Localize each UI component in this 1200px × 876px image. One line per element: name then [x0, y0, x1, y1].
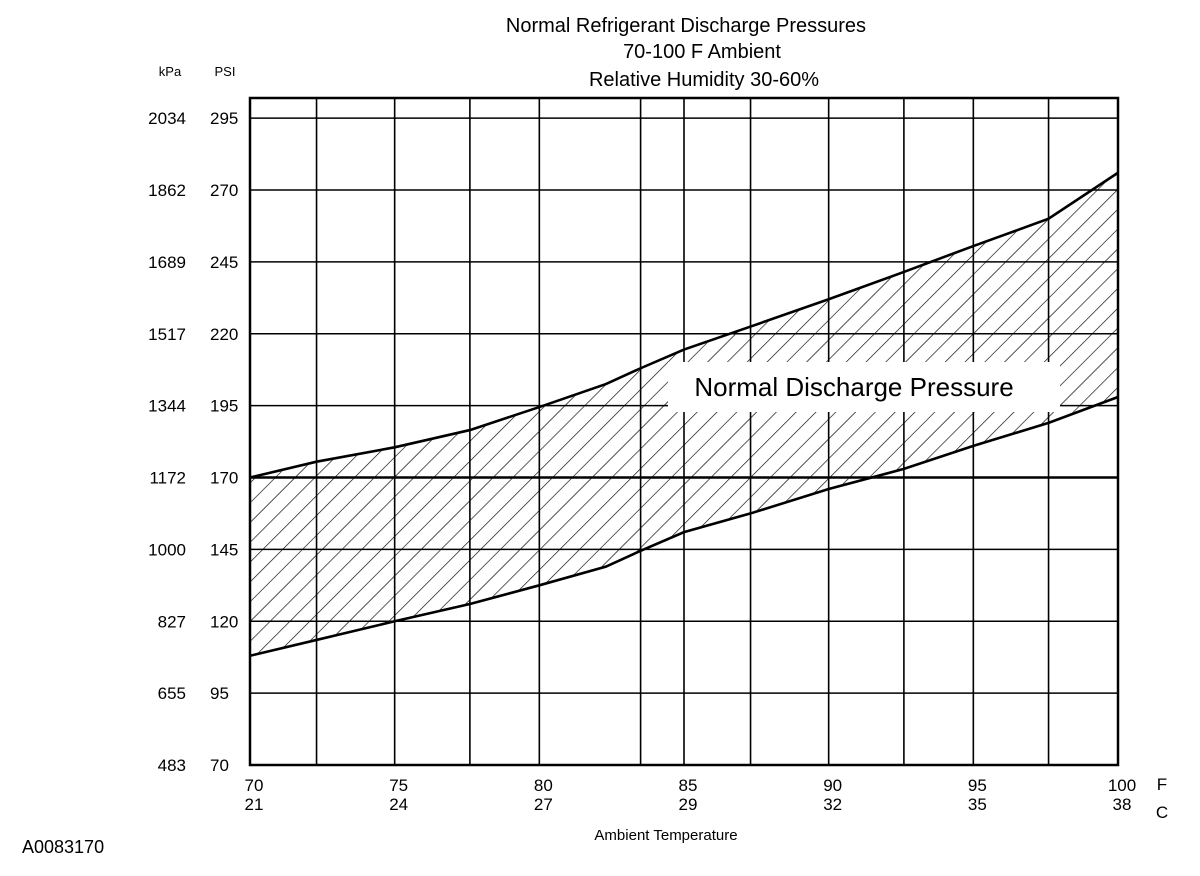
plot-frame [248, 96, 1120, 767]
y-tick-label-psi: 170 [210, 469, 238, 488]
y-tick-label-psi: 270 [210, 181, 238, 200]
y-tick-label-psi: 120 [210, 612, 238, 631]
y-tick-label-kpa: 655 [158, 684, 186, 703]
y-tick-labels: 2034 295 1862 270 1689 245 1517 220 1344 195 1172 1… [148, 109, 238, 775]
upper-boundary-line [249, 171, 1119, 479]
y-tick-label-kpa: 1000 [148, 540, 186, 559]
chart-title-line-1: Normal Refrigerant Discharge Pressures [506, 15, 866, 37]
x-tick-label-c: 24 [389, 795, 408, 814]
x-tick-label-c: 35 [968, 795, 987, 814]
x-tick-label-f: 85 [679, 776, 698, 795]
band-label-background [668, 362, 1060, 412]
x-tick-label-c: 38 [1113, 795, 1132, 814]
y-tick-label-psi: 195 [210, 397, 238, 416]
y-tick-label-kpa: 1517 [148, 325, 186, 344]
y-tick-label-psi: 145 [210, 540, 238, 559]
y-tick-label-psi: 295 [210, 109, 238, 128]
y-tick-label-kpa: 2034 [148, 109, 186, 128]
y-tick-label-psi: 245 [210, 253, 238, 272]
x-tick-label-f: 100 [1108, 776, 1136, 795]
y-tick-label-kpa: 1862 [148, 181, 186, 200]
lower-boundary-line [249, 395, 1119, 658]
x-unit-secondary-label: C [1156, 803, 1168, 822]
x-tick-label-f: 70 [245, 776, 264, 795]
y-tick-label-kpa: 483 [158, 756, 186, 775]
band-label: Normal Discharge Pressure [694, 372, 1013, 402]
chart-title-line-3: Relative Humidity 30-60% [589, 69, 819, 91]
x-tick-label-f: 95 [968, 776, 987, 795]
figure-id: A0083170 [22, 837, 104, 857]
chart-title-line-2: 70-100 F Ambient [623, 41, 781, 63]
x-tick-label-f: 80 [534, 776, 553, 795]
x-unit-primary-label: F [1157, 775, 1167, 794]
y-tick-label-kpa: 1172 [149, 469, 186, 488]
y-tick-label-psi: 220 [210, 325, 238, 344]
x-tick-label-c: 29 [679, 795, 698, 814]
x-tick-label-f: 90 [823, 776, 842, 795]
y-tick-label-psi: 95 [210, 684, 229, 703]
y-unit-right-label: PSI [215, 64, 236, 79]
band-boundaries [249, 171, 1119, 658]
x-tick-label-f: 75 [389, 776, 408, 795]
y-unit-left-label: kPa [159, 64, 182, 79]
x-axis-title: Ambient Temperature [594, 827, 737, 844]
x-tick-label-c: 27 [534, 795, 553, 814]
y-tick-label-kpa: 1689 [148, 253, 186, 272]
x-tick-label-c: 32 [823, 795, 842, 814]
y-tick-label-kpa: 1344 [148, 397, 186, 416]
y-tick-label-psi: 70 [210, 756, 229, 775]
y-tick-label-kpa: 827 [158, 612, 186, 631]
x-tick-label-c: 21 [245, 795, 264, 814]
